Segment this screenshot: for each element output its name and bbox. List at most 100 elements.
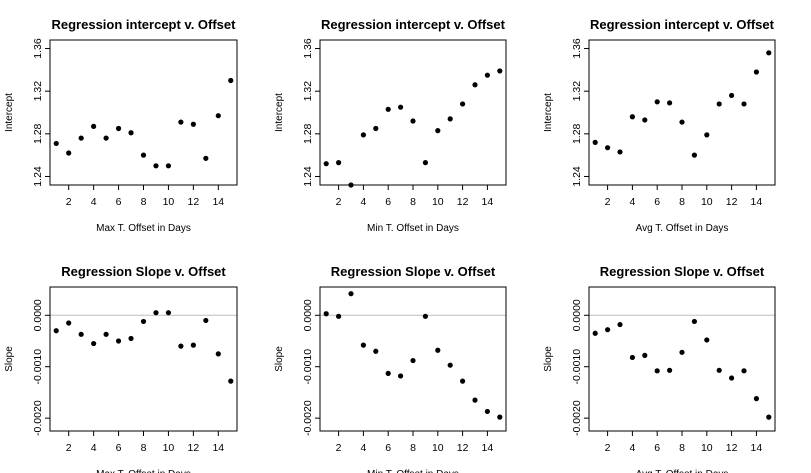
data-point: [228, 378, 234, 384]
chart-title: Regression Slope v. Offset: [600, 264, 765, 279]
x-tick-label: 8: [410, 442, 416, 454]
y-axis-label: Intercept: [4, 93, 15, 132]
y-tick-label: 1.32: [32, 81, 44, 102]
x-tick-label: 14: [212, 196, 224, 208]
data-point: [103, 135, 109, 141]
data-point: [654, 99, 660, 105]
data-point: [447, 362, 453, 368]
plot-frame: [588, 39, 776, 186]
data-point: [629, 354, 636, 361]
data-point: [691, 152, 698, 158]
x-tick-label: 2: [605, 442, 611, 454]
x-tick-label: 14: [751, 196, 763, 208]
data-point: [140, 318, 147, 325]
data-point: [654, 368, 660, 374]
data-point: [190, 342, 196, 348]
data-point: [679, 349, 685, 355]
data-point: [348, 182, 354, 188]
x-tick-label: 10: [432, 442, 444, 454]
x-tick-label: 12: [457, 196, 469, 208]
data-point: [373, 125, 379, 132]
x-tick-label: 8: [679, 442, 685, 454]
x-tick-label: 4: [629, 196, 635, 208]
data-point: [410, 357, 416, 364]
data-point: [410, 118, 416, 124]
panel-4: Regression Slope v. Offset 2 4 6 8 10 12 14 -0.0…: [4, 264, 238, 473]
x-tick-label: 10: [701, 442, 713, 454]
x-tick-label: 2: [66, 442, 72, 454]
data-point: [128, 130, 134, 136]
data-point: [741, 368, 747, 374]
x-tick-label: 4: [91, 442, 97, 454]
data-point: [178, 343, 184, 349]
data-point: [460, 378, 466, 384]
y-tick-label: -0.0020: [32, 400, 44, 436]
data-point: [323, 311, 329, 317]
data-point: [605, 145, 611, 151]
data-point: [422, 160, 428, 166]
plot-frame: [588, 286, 776, 432]
y-axis-label: Slope: [274, 346, 285, 372]
chart-title: Regression intercept v. Offset: [590, 17, 775, 32]
data-point: [360, 132, 366, 138]
data-point: [91, 340, 97, 347]
data-point: [165, 163, 172, 169]
data-point: [78, 135, 84, 141]
data-point: [78, 331, 84, 337]
x-axis-label: Avg T. Offset in Days: [636, 469, 729, 473]
data-point: [679, 119, 685, 125]
data-point: [348, 291, 354, 297]
data-point: [103, 331, 109, 337]
x-tick-label: 8: [679, 196, 685, 208]
y-tick-label: -0.0010: [571, 349, 583, 385]
data-point: [336, 313, 342, 319]
data-point: [115, 125, 122, 132]
y-tick-label: 0.0000: [571, 299, 583, 331]
y-tick-label: 1.28: [32, 123, 44, 144]
x-axis-label: Max T. Offset in Days: [96, 223, 191, 234]
x-tick-label: 10: [163, 442, 175, 454]
y-axis-label: Intercept: [274, 93, 285, 132]
x-tick-label: 6: [116, 196, 122, 208]
x-axis-label: Min T. Offset in Days: [367, 223, 459, 234]
x-axis-label: Avg T. Offset in Days: [636, 223, 729, 234]
x-tick-label: 6: [654, 442, 660, 454]
data-point: [53, 140, 59, 147]
panel-3: Regression intercept v. Offset 2 4 6 8 10 12 14…: [543, 17, 776, 234]
x-tick-label: 12: [188, 442, 200, 454]
chart-title: Regression Slope v. Offset: [331, 264, 496, 279]
data-point: [691, 318, 698, 325]
data-point: [165, 310, 172, 316]
data-point: [385, 370, 391, 376]
data-point: [190, 121, 196, 127]
plot-frame: [49, 39, 238, 186]
x-axis-label: Min T. Offset in Days: [367, 469, 459, 473]
x-tick-label: 12: [457, 442, 469, 454]
data-point: [336, 160, 342, 166]
x-tick-label: 2: [605, 196, 611, 208]
y-tick-label: 1.32: [302, 81, 314, 102]
chart-title: Regression intercept v. Offset: [321, 17, 506, 32]
data-point: [398, 104, 404, 110]
panel-2: Regression intercept v. Offset 2 4 6 8 10 12 14…: [274, 17, 507, 234]
data-point: [460, 101, 466, 107]
data-point: [716, 367, 722, 373]
data-point: [66, 150, 72, 156]
data-point: [497, 414, 503, 420]
data-point: [617, 321, 623, 328]
data-point: [716, 101, 722, 107]
data-point: [766, 50, 772, 56]
chart-title: Regression intercept v. Offset: [52, 17, 237, 32]
plot-frame: [319, 39, 507, 186]
plot-frame: [49, 286, 238, 432]
data-point: [422, 313, 428, 319]
data-point: [53, 328, 59, 334]
x-tick-label: 14: [482, 442, 494, 454]
data-point: [741, 101, 747, 107]
data-point: [373, 348, 379, 354]
data-point: [472, 82, 478, 88]
x-tick-label: 10: [432, 196, 444, 208]
data-point: [766, 414, 772, 420]
data-point: [704, 337, 710, 343]
